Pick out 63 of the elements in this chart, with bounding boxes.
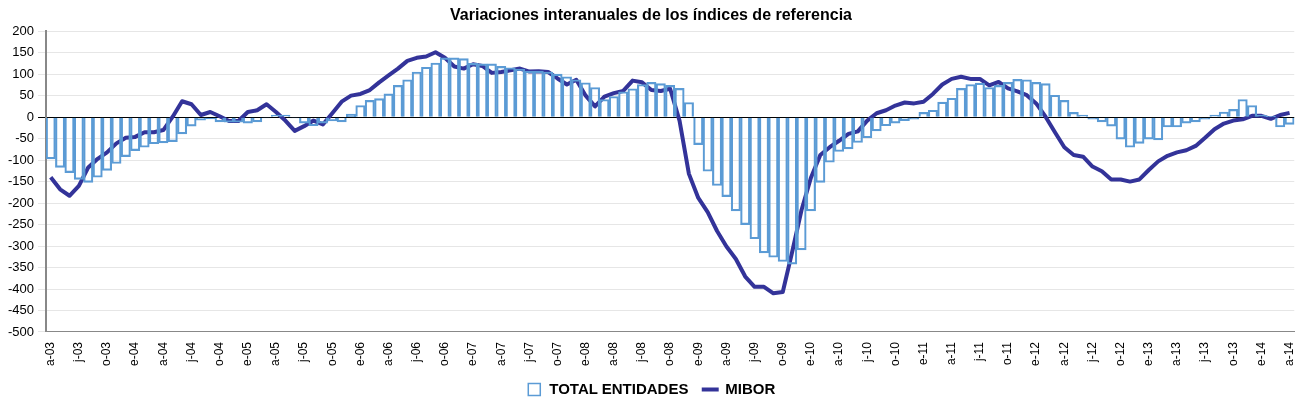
x-tick-label: a-13 (1169, 341, 1184, 367)
x-tick-label: j-06 (409, 341, 424, 363)
x-tick-label: e-12 (1028, 341, 1043, 367)
x-tick-label: e-04 (127, 341, 142, 367)
x-tick-label: a-04 (155, 341, 170, 367)
x-tick-label: o-11 (1000, 341, 1015, 366)
x-tick-label: e-09 (690, 341, 705, 367)
x-tick-label: j-03 (71, 341, 86, 363)
x-tick-label: j-11 (972, 341, 987, 363)
x-tick-label: j-04 (183, 341, 198, 363)
x-tick-label: e-13 (1141, 341, 1156, 367)
x-tick-label: a-03 (43, 341, 58, 367)
y-tick-label: -200 (7, 194, 35, 210)
chart-title: Variaciones interanuales de los índices de referencia (450, 6, 853, 24)
y-tick-label: 0 (26, 108, 35, 124)
x-tick-label: o-09 (775, 341, 790, 367)
y-tick-label: 200 (12, 22, 35, 38)
y-tick-label: -400 (7, 280, 35, 296)
x-tick-label: o-13 (1225, 341, 1240, 367)
x-tick-label: o-03 (99, 341, 114, 367)
x-tick-label: j-07 (521, 341, 536, 363)
x-tick-label: j-08 (634, 341, 649, 363)
x-tick-label: e-11 (915, 341, 930, 366)
x-tick-label: o-12 (1112, 341, 1127, 367)
legend-label: TOTAL ENTIDADES (549, 379, 689, 397)
x-tick-label: a-06 (380, 341, 395, 367)
x-tick-label: j-10 (859, 341, 874, 363)
x-tick-label: a-08 (606, 341, 621, 367)
x-tick-label: e-10 (803, 341, 818, 367)
x-tick-label: e-14 (1253, 341, 1268, 367)
y-tick-label: -150 (7, 173, 35, 189)
y-tick-label: -50 (15, 130, 35, 146)
y-tick-label: 100 (12, 65, 35, 81)
x-tick-label: a-05 (268, 341, 283, 367)
x-tick-label: j-12 (1084, 341, 1099, 363)
y-tick-label: 150 (12, 44, 35, 60)
x-tick-label: e-06 (352, 341, 367, 367)
x-tick-label: j-13 (1197, 341, 1212, 363)
y-tick-label: -250 (7, 216, 35, 232)
y-tick-label: -450 (7, 302, 35, 318)
x-tick-label: a-11 (944, 341, 959, 366)
x-tick-label: e-05 (240, 341, 255, 367)
x-tick-label: a-07 (493, 341, 508, 367)
x-tick-label: j-09 (746, 341, 761, 363)
y-tick-label: 50 (19, 87, 35, 103)
x-tick-label: o-05 (324, 341, 339, 367)
legend-label: MIBOR (725, 379, 776, 397)
x-tick-label: e-07 (465, 341, 480, 367)
x-tick-label: a-09 (718, 341, 733, 367)
x-tick-label: o-06 (437, 341, 452, 367)
x-tick-label: j-05 (296, 341, 311, 363)
x-tick-label: o-07 (549, 341, 564, 367)
x-tick-label: a-12 (1056, 341, 1071, 367)
x-tick-label: e-08 (577, 341, 592, 367)
x-tick-label: o-08 (662, 341, 677, 367)
y-tick-label: -100 (7, 151, 35, 167)
x-tick-label: a-10 (831, 341, 846, 367)
x-tick-label: a-14 (1281, 341, 1296, 367)
y-tick-label: -300 (7, 237, 35, 253)
x-tick-label: o-10 (887, 341, 902, 367)
x-tick-label: o-04 (211, 341, 226, 367)
y-tick-label: -500 (7, 323, 35, 339)
y-tick-label: -350 (7, 259, 35, 275)
